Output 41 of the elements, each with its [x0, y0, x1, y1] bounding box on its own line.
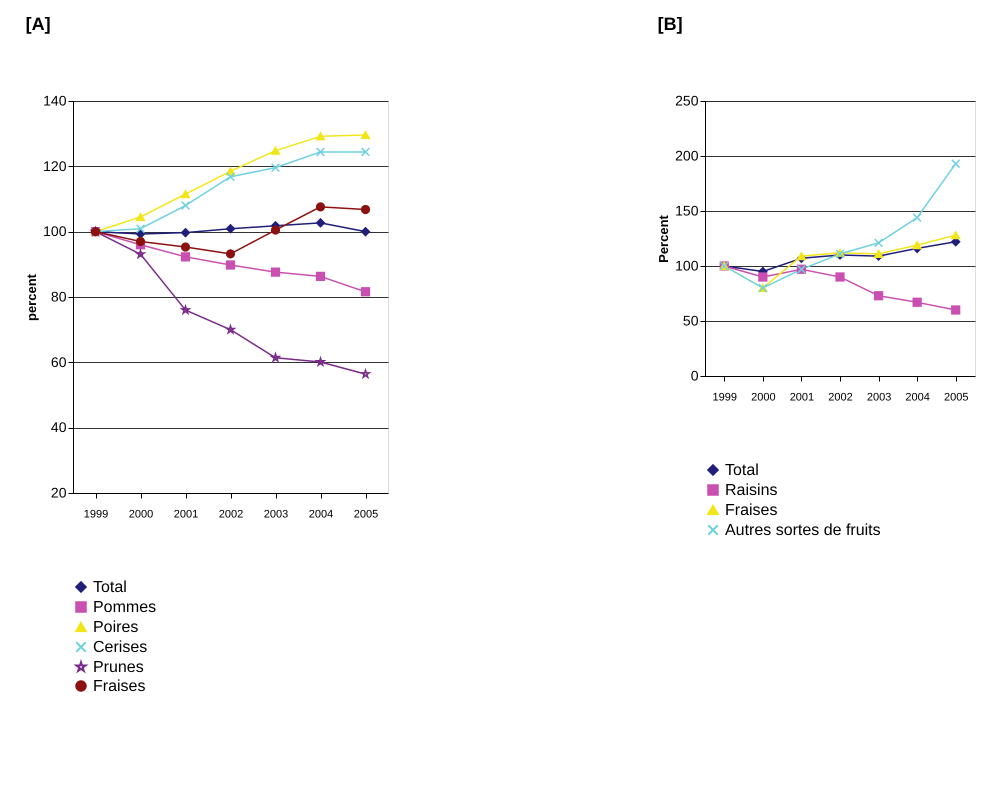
legend-label: Fraises — [93, 678, 146, 695]
y-tick-label: 200 — [675, 148, 699, 164]
x-tick-label: 2004 — [905, 392, 930, 404]
legend-label: Fraises — [725, 502, 778, 519]
x-tick-label: 2004 — [308, 508, 334, 520]
x-tick-label: 1999 — [84, 508, 108, 520]
x-tick-label: 2000 — [128, 508, 154, 520]
x-tick-label: 1999 — [712, 392, 738, 404]
x-tick-label: 2005 — [354, 508, 378, 520]
y-tick-label: 250 — [675, 92, 699, 108]
x-tick-label: 2002 — [218, 508, 244, 520]
y-tick-label: 80 — [50, 288, 67, 304]
legend-label: Poires — [93, 619, 138, 636]
legend-label: Total — [725, 462, 759, 479]
y-tick-label: 50 — [682, 312, 699, 328]
x-tick-label: 2001 — [174, 508, 198, 520]
legend-label: Cerises — [93, 639, 148, 656]
x-tick-label: 2002 — [828, 392, 853, 404]
legend-label: Prunes — [93, 659, 144, 676]
y-axis-title: Percent — [656, 214, 672, 263]
legend-label: Raisins — [725, 482, 778, 499]
y-tick-label: 150 — [675, 202, 699, 218]
legend-label: Pommes — [93, 599, 156, 616]
y-tick-label: 100 — [675, 258, 699, 274]
chart-title: [B] — [658, 14, 683, 34]
y-tick-label: 60 — [50, 354, 67, 370]
y-tick-label: 140 — [43, 92, 67, 108]
x-tick-label: 2001 — [790, 392, 814, 404]
x-tick-label: 2000 — [751, 392, 776, 404]
legend-label: Total — [93, 579, 127, 596]
x-tick-label: 2005 — [944, 392, 968, 404]
y-tick-label: 20 — [50, 484, 67, 500]
x-tick-label: 2003 — [264, 508, 288, 520]
y-tick-label: 100 — [43, 223, 67, 240]
y-tick-label: 120 — [43, 158, 67, 174]
y-axis-title: percent — [24, 273, 40, 321]
legend-label: Autres sortes de fruits — [725, 522, 881, 539]
y-tick-label: 0 — [690, 368, 699, 384]
x-tick-label: 2003 — [866, 392, 892, 404]
chart-title: [A] — [26, 14, 51, 34]
y-tick-label: 40 — [50, 419, 67, 436]
